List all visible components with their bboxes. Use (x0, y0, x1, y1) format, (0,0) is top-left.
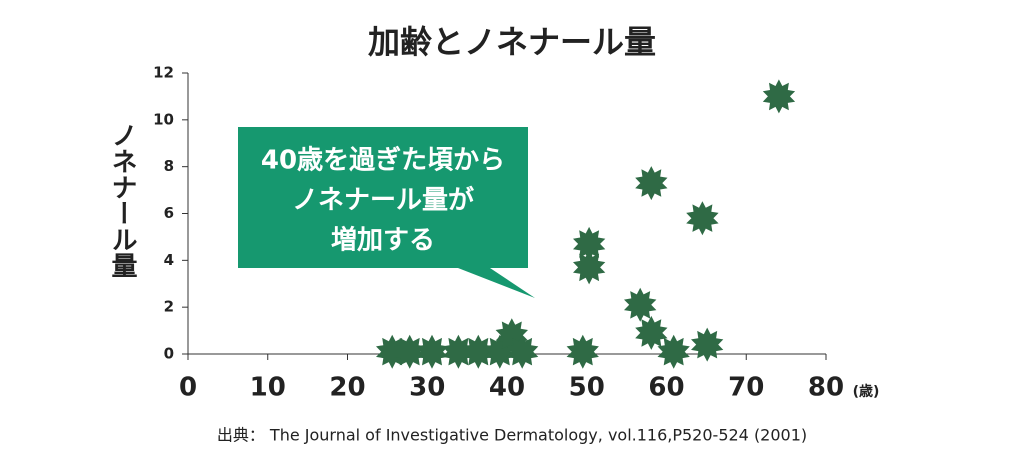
x-tick-label: 70 (728, 373, 764, 403)
x-tick-label: 30 (409, 373, 445, 403)
point (442, 334, 475, 369)
y-tick-label: 10 (153, 110, 174, 128)
x-tick-label: 10 (250, 373, 286, 403)
point (506, 334, 539, 369)
x-tick-label: 0 (179, 373, 197, 403)
x-tick-label: 40 (489, 373, 525, 403)
point (566, 334, 599, 369)
callout-text: 増加する (331, 226, 435, 256)
source: 出典： The Journal of Investigative Dermato… (217, 426, 807, 445)
y-tick-label: 6 (164, 204, 174, 222)
x-tick-label: 20 (329, 373, 365, 403)
point (462, 334, 495, 369)
point (635, 166, 668, 201)
point (573, 226, 606, 261)
point (686, 201, 719, 236)
y-tick-label: 12 (153, 64, 174, 82)
point (376, 334, 409, 369)
y-tick-label: 0 (164, 345, 174, 363)
y-tick-label: 8 (164, 157, 174, 175)
x-tick-label: 80 (808, 373, 844, 403)
y-axis-label: ノネナール量 (107, 122, 137, 278)
point (691, 327, 724, 362)
chart-title: 加齢とノネナール量 (368, 23, 656, 61)
point (657, 334, 690, 369)
point (762, 79, 796, 114)
point (573, 250, 606, 285)
x-tick-label: 50 (569, 373, 605, 403)
point (635, 315, 668, 350)
x-unit: (歳) (853, 383, 880, 400)
y-tick-label: 2 (164, 298, 174, 316)
x-tick-label: 60 (648, 373, 684, 403)
point (624, 287, 657, 322)
point (393, 334, 426, 369)
point (415, 334, 449, 369)
y-tick-label: 4 (164, 251, 174, 269)
callout-box (238, 127, 535, 298)
callout-text: 40歳を過ぎた頃から (261, 146, 505, 176)
callout-text: ノネナール量が (292, 185, 474, 216)
